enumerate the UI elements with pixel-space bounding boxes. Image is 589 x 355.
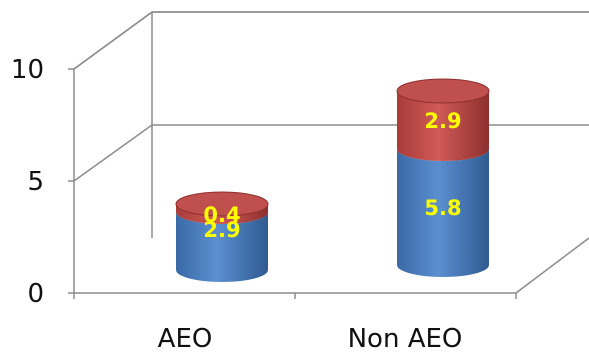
floor-right-edge	[515, 237, 589, 294]
bar-top-cap-non-aeo	[396, 78, 490, 104]
category-label-non-aeo: Non AEO	[348, 324, 463, 354]
bar-aeo-series-1	[176, 212, 268, 282]
data-label-aeo-series-1: 2.9	[203, 218, 240, 242]
gridline-side-1	[73, 124, 153, 182]
bar-non-aeo-series-2	[397, 91, 489, 161]
gridlines	[73, 11, 589, 182]
plot-frame	[73, 11, 589, 294]
y-tick-label-2: 10	[11, 55, 44, 85]
data-label-non-aeo-series-1: 5.8	[424, 196, 461, 220]
data-label-non-aeo-series-2: 2.9	[424, 109, 461, 133]
gridline-side-2	[73, 11, 153, 70]
axis-ticks: 0 5 10	[11, 55, 517, 309]
bar-aeo-series-2	[176, 204, 268, 224]
y-tick-label-1: 5	[27, 167, 44, 197]
bar-non-aeo-series-1	[397, 149, 489, 277]
bar-top-cap-aeo	[175, 191, 269, 217]
bars	[175, 78, 490, 282]
data-label-aeo-series-2: 0.4	[203, 203, 240, 227]
category-label-aeo: AEO	[158, 324, 213, 354]
y-tick-label-0: 0	[27, 279, 44, 309]
